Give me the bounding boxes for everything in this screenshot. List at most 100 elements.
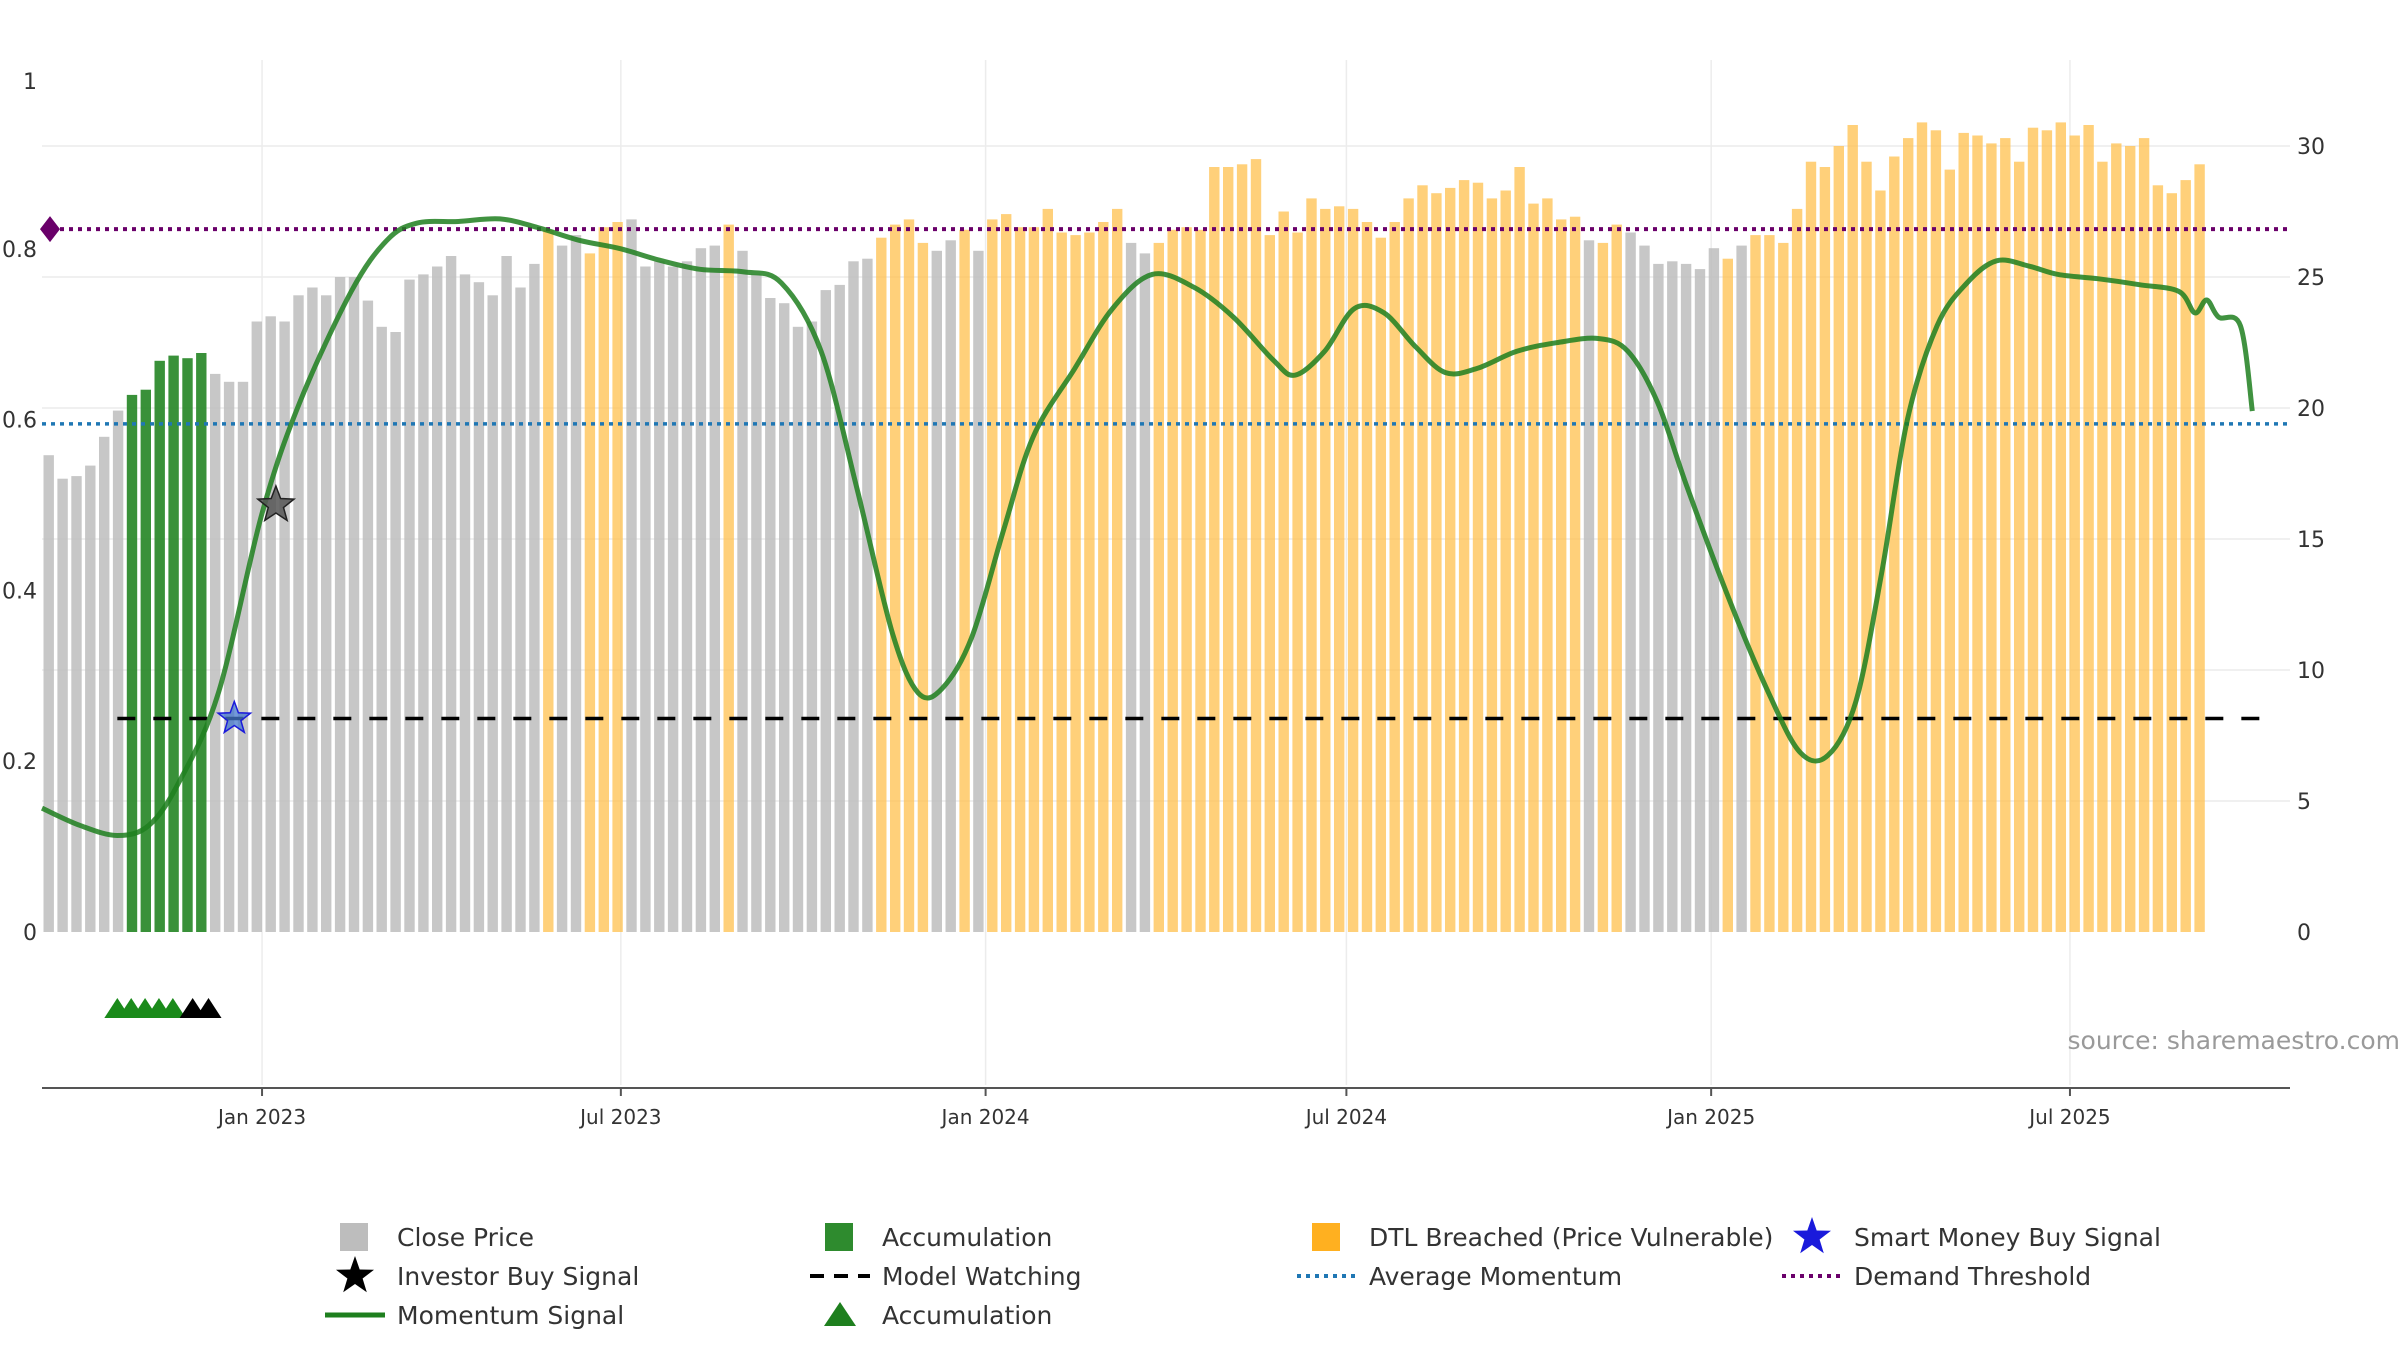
legend-label: Model Watching <box>882 1262 1082 1291</box>
bar <box>210 373 221 932</box>
legend-swatch <box>1312 1223 1340 1251</box>
price-bars <box>43 122 2205 933</box>
legend-item: Accumulation <box>824 1301 1052 1330</box>
bar <box>1361 222 1373 932</box>
bar <box>2125 146 2136 932</box>
bar <box>2138 138 2150 933</box>
bar <box>1403 198 1414 932</box>
bar <box>1708 248 1720 932</box>
legend-label: Accumulation <box>882 1223 1052 1252</box>
bar <box>1569 216 1581 932</box>
bar <box>2180 180 2191 933</box>
bar <box>695 248 707 932</box>
investor-buy-star <box>255 483 297 523</box>
right-tick-label: 30 <box>2297 135 2325 160</box>
bar <box>168 355 179 933</box>
demand-threshold-marker <box>40 216 60 243</box>
bar <box>1389 222 1400 932</box>
bar <box>445 256 457 932</box>
bar <box>570 235 582 933</box>
bar <box>1514 167 1525 932</box>
bar <box>2166 193 2177 932</box>
legend-item: Demand Threshold <box>1782 1262 2091 1291</box>
bar <box>1125 242 1137 932</box>
bar <box>1028 227 1040 932</box>
bar <box>1667 261 1678 932</box>
bar <box>1431 193 1442 932</box>
bar <box>237 381 249 932</box>
right-tick-label: 15 <box>2297 528 2325 553</box>
bar <box>1236 164 1248 933</box>
bar <box>2194 164 2205 933</box>
bar <box>626 219 637 932</box>
bar <box>1056 232 1067 932</box>
left-tick-label: 0.8 <box>2 238 37 263</box>
bar <box>1986 143 1997 932</box>
bar <box>1209 167 1220 932</box>
bar <box>1916 122 1928 932</box>
bar <box>390 332 401 932</box>
bar <box>1583 240 1595 933</box>
bar <box>1625 232 1636 932</box>
bar <box>265 316 276 932</box>
legend-star-icon <box>1793 1217 1831 1254</box>
bar <box>2083 125 2094 932</box>
bar <box>307 287 318 932</box>
left-tick-label: 0.2 <box>2 750 37 775</box>
bar <box>1181 227 1192 932</box>
momentum-line <box>40 216 2255 838</box>
bar <box>1764 235 1775 933</box>
bar <box>487 295 498 932</box>
x-tick-label: Jan 2025 <box>1665 1105 1755 1129</box>
legend-item: DTL Breached (Price Vulnerable) <box>1312 1223 1773 1252</box>
legend-item: Model Watching <box>810 1262 1082 1291</box>
bar <box>126 394 138 932</box>
bar <box>1791 208 1803 932</box>
bar <box>85 465 96 932</box>
bar <box>1944 169 1955 933</box>
legend-item: Close Price <box>340 1223 534 1252</box>
bar <box>2055 122 2066 932</box>
signal-markers <box>40 216 297 1018</box>
bar <box>321 295 332 932</box>
left-tick-label: 0 <box>23 921 37 946</box>
bar <box>473 282 485 932</box>
bar <box>1112 208 1123 932</box>
bar <box>71 476 82 932</box>
bar <box>834 284 845 932</box>
axes: Jan 2023 Jul 2023 Jan 2024 Jul 2024 Jan 2025… <box>2 70 2325 1129</box>
bar <box>1528 203 1539 933</box>
bar <box>959 229 970 933</box>
bar <box>1556 219 1567 932</box>
bar <box>1861 161 1872 932</box>
right-tick-label: 0 <box>2297 921 2311 946</box>
bar <box>2000 138 2011 933</box>
bar <box>556 245 568 933</box>
x-tick-label: Jan 2024 <box>940 1105 1030 1129</box>
bar <box>1445 187 1456 932</box>
bar <box>1334 206 1345 933</box>
legend-label: Smart Money Buy Signal <box>1854 1223 2161 1252</box>
bar <box>1875 190 1886 932</box>
bar <box>1417 185 1428 933</box>
legend-label: Average Momentum <box>1369 1262 1622 1291</box>
bar <box>154 360 165 932</box>
left-tick-label: 0.4 <box>2 579 37 604</box>
bar <box>973 250 984 933</box>
bar <box>1889 156 1900 932</box>
bar <box>1903 138 1914 933</box>
bar <box>1694 269 1706 933</box>
bar <box>1611 224 1622 933</box>
bar <box>1750 235 1761 933</box>
bar <box>848 261 859 932</box>
bar <box>1320 208 1331 932</box>
bar <box>57 478 68 932</box>
bar <box>1639 245 1650 933</box>
legend-label: Accumulation <box>882 1301 1052 1330</box>
bar <box>196 353 207 932</box>
bar <box>43 455 54 932</box>
legend-triangle-icon <box>824 1302 856 1326</box>
bar <box>182 358 193 932</box>
bar <box>1278 211 1289 932</box>
